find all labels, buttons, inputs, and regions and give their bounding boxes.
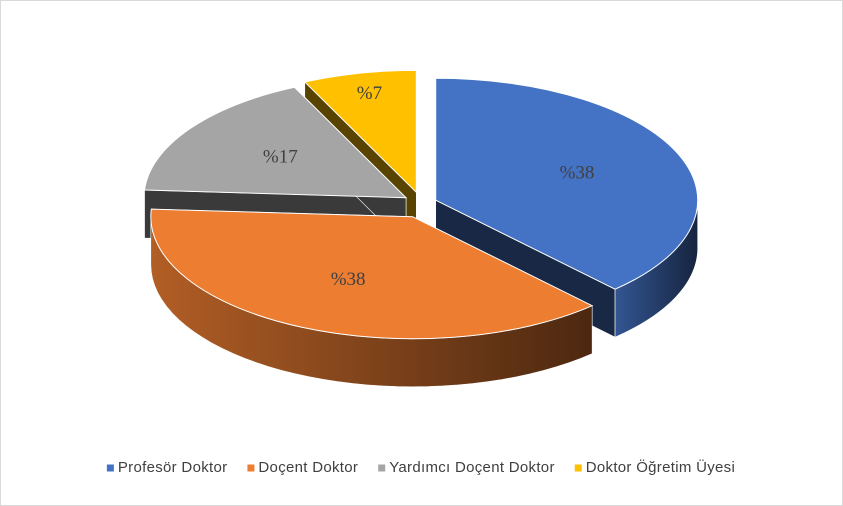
legend-marker	[378, 464, 386, 472]
legend-marker	[574, 464, 582, 472]
legend-label: Profesör Doktor	[118, 459, 228, 476]
legend-marker	[106, 464, 114, 472]
slice-top	[150, 208, 594, 340]
data-label: %38	[560, 163, 595, 184]
legend-label: Doktor Öğretim Üyesi	[586, 458, 735, 476]
data-label: %7	[357, 83, 382, 104]
legend-marker	[247, 464, 255, 472]
slice-top	[143, 86, 408, 199]
data-label: %17	[263, 146, 298, 167]
legend-label: Doçent Doktor	[258, 459, 358, 476]
legend-label: Yardımcı Doçent Doktor	[389, 459, 555, 476]
slice-top	[435, 77, 699, 290]
slice-top	[303, 69, 417, 194]
slice: %38	[150, 208, 594, 388]
data-label: %38	[331, 269, 366, 290]
